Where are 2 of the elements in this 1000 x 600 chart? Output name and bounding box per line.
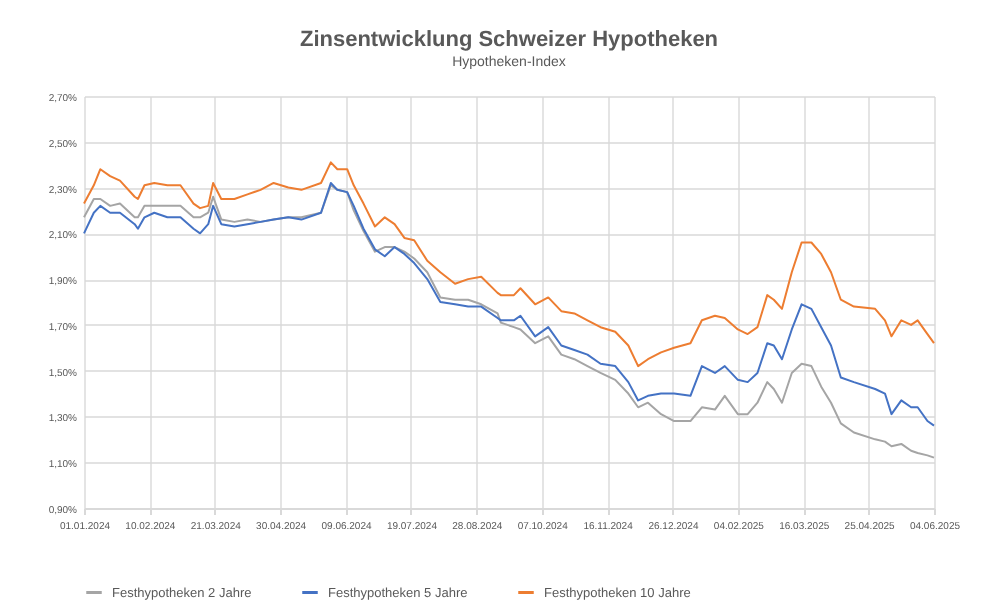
chart-title: Zinsentwicklung Schweizer Hypotheken — [299, 28, 719, 52]
line-series — [83, 161, 935, 368]
